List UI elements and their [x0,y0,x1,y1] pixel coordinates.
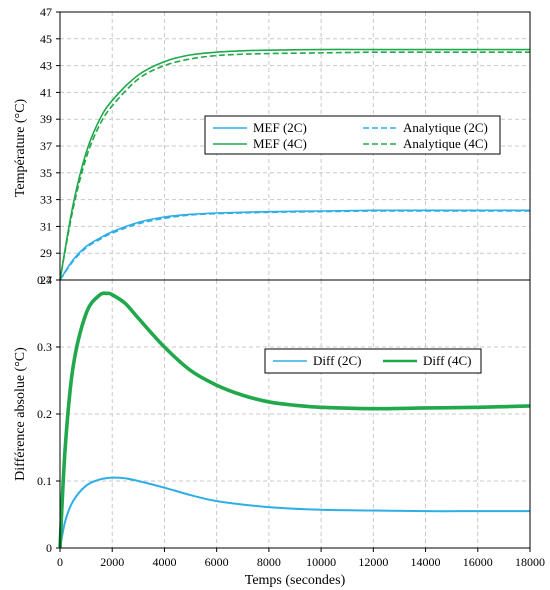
legend-label: Diff (2C) [313,353,362,368]
difference-panel: 0 0.1 0.2 0.3 0.4 0 2000 4000 6000 8000 10000 12000… [37,273,545,569]
legend-label: MEF (2C) [253,120,307,135]
series-group [59,48,530,281]
grid-lines [60,280,530,548]
y-tick-label: 47 [40,5,52,19]
y-tick-label: 0.1 [37,474,52,488]
y-tick-label: 0 [46,541,52,555]
x-tick-label: 4000 [152,555,176,569]
difference-axis-title: Différence absolue (°C) [13,347,28,481]
time-axis-title: Temps (secondes) [245,573,346,588]
y-tick-label: 0.2 [37,407,52,421]
x-tick-label: 8000 [257,555,281,569]
y-tick-label: 0.4 [37,273,52,287]
y-tick-label: 43 [40,59,52,73]
legend-label: Analytique (2C) [403,120,488,135]
legend-label: Diff (4C) [423,353,472,368]
legend-label: MEF (4C) [253,136,307,151]
y-tick-label: 45 [40,32,52,46]
y-tick-label: 41 [40,85,52,99]
x-tick-label: 12000 [358,555,388,569]
y-tick-label: 27 [40,273,52,287]
series-line-analytique-4c [59,51,530,281]
x-tick-label: 14000 [411,555,441,569]
y-tick-label: 0.3 [37,340,52,354]
series-line-mef-2c [59,209,530,281]
y-tick-label: 37 [40,139,52,153]
plot-frame [59,279,531,549]
series-line-diff-2c [59,476,530,549]
x-tick-label: 16000 [463,555,493,569]
y-tick-label: 39 [40,112,52,126]
y-tick-label: 33 [40,193,52,207]
x-tick-label: 2000 [100,555,124,569]
y-tick-label: 29 [40,246,52,260]
temperature-panel: 27 29 31 33 35 37 39 41 43 45 47 MEF (2C) Analytique… [40,5,531,287]
y-tick-label: 35 [40,166,52,180]
legend: MEF (2C) Analytique (2C) MEF (4C) Analytiqu… [204,115,501,155]
x-tick-label: 0 [57,555,63,569]
y-tick-label: 31 [40,219,52,233]
x-tick-label: 6000 [205,555,229,569]
series-group [58,291,531,549]
series-line-diff-4c [58,291,531,549]
x-tick-label: 10000 [306,555,336,569]
series-line-mef-4c [59,48,530,281]
legend-label: Analytique (4C) [403,136,488,151]
legend: Diff (2C) Diff (4C) [264,348,482,374]
legend-box [204,115,501,155]
temperature-axis-title: Température (°C) [13,99,28,198]
x-tick-label: 18000 [515,555,545,569]
series-line-analytique-2c [59,210,530,281]
